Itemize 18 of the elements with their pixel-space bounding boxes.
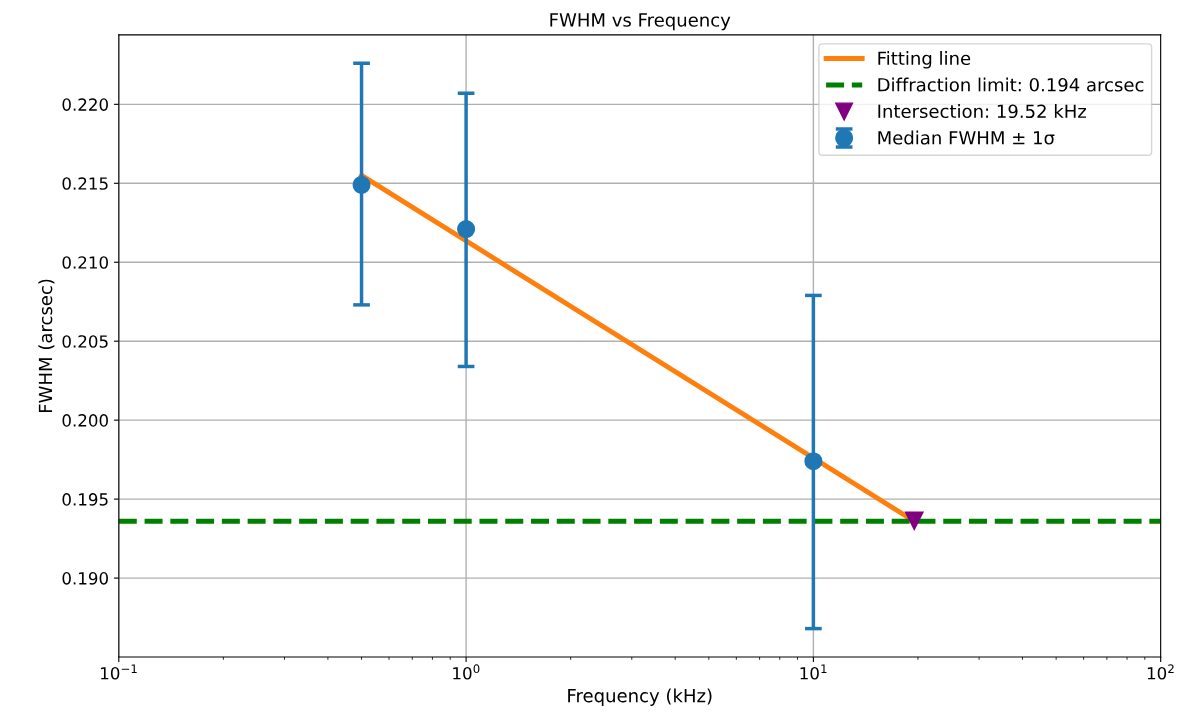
y-tick-label: 0.220	[62, 98, 108, 111]
y-tick-label: 0.190	[62, 572, 108, 585]
x-tick-label: 10$^{−1}$	[101, 664, 137, 680]
legend-label: Intersection: 19.52 kHz	[878, 104, 1087, 119]
x-tick-label: 10$^{1}$	[800, 664, 827, 680]
x-tick-label: 10$^{0}$	[453, 664, 480, 680]
y-tick-label: 0.200	[62, 414, 108, 427]
y-tick-label: 0.205	[62, 335, 108, 348]
legend-label: Median FWHM ± 1σ	[878, 130, 1055, 145]
x-axis-title: Frequency (kHz)	[568, 688, 712, 706]
chart-title: FWHM vs Frequency	[550, 13, 731, 31]
y-tick-label: 0.215	[62, 177, 108, 190]
y-axis-title: FWHM (arcsec)	[38, 279, 55, 412]
y-tick-label: 0.195	[62, 493, 108, 506]
legend-label: Diffraction limit: 0.194 arcsec	[878, 77, 1144, 92]
x-tick-label: 10$^{2}$	[1147, 664, 1174, 680]
legend-label: Fitting line	[878, 51, 971, 69]
y-tick-label: 0.210	[62, 256, 108, 269]
